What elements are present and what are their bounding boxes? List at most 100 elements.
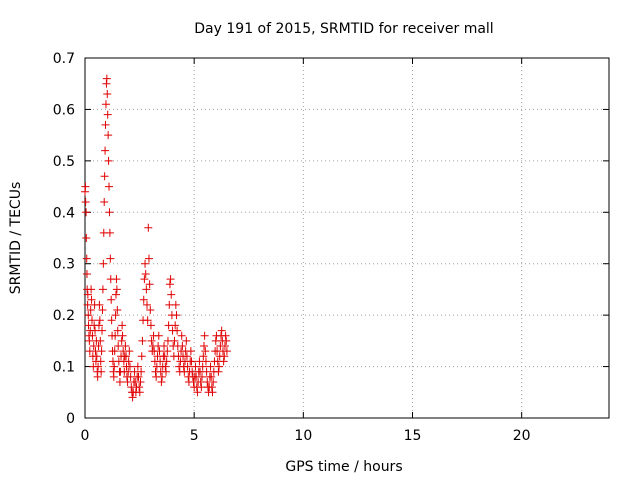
data-point <box>219 357 228 366</box>
data-point <box>98 306 107 314</box>
data-point <box>83 290 92 299</box>
data-point <box>91 326 100 335</box>
data-point <box>198 372 207 381</box>
data-point <box>135 388 144 397</box>
data-point <box>105 228 114 237</box>
x-tick-label: 20 <box>513 428 531 444</box>
y-tick-label: 0.3 <box>53 257 75 273</box>
x-axis-label: GPS time / hours <box>285 459 402 475</box>
data-point <box>140 275 149 284</box>
data-point <box>146 321 155 330</box>
data-point <box>114 342 123 350</box>
data-point <box>96 336 105 345</box>
data-point <box>158 372 167 381</box>
data-point <box>178 342 187 350</box>
y-axis-label: SRMTID / TECUs <box>8 182 24 295</box>
data-point <box>94 342 103 350</box>
data-point <box>118 321 127 330</box>
y-tick-label: 0.5 <box>53 154 75 170</box>
data-point <box>105 182 114 191</box>
data-point <box>112 285 121 294</box>
data-point <box>214 367 223 376</box>
data-point <box>201 357 210 366</box>
data-point <box>112 290 121 299</box>
data-point <box>100 172 109 181</box>
y-tick-label: 0 <box>66 411 75 427</box>
data-point <box>208 388 217 397</box>
data-point <box>161 362 170 371</box>
data-point <box>199 352 208 361</box>
data-point <box>101 120 110 129</box>
data-point <box>124 357 133 366</box>
data-point <box>82 208 91 217</box>
data-point <box>137 367 146 376</box>
data-point <box>134 372 143 381</box>
data-point <box>145 280 154 289</box>
data-point <box>172 311 181 320</box>
x-tick-label: 15 <box>404 428 422 444</box>
data-point <box>171 321 180 330</box>
data-point <box>107 295 116 304</box>
data-point <box>103 110 112 119</box>
data-point <box>112 275 121 284</box>
data-point <box>221 331 230 340</box>
data-point <box>110 347 119 356</box>
data-point <box>165 280 174 289</box>
y-tick-label: 0.7 <box>53 51 75 67</box>
data-point <box>201 347 210 356</box>
data-point <box>155 347 164 356</box>
data-point <box>107 316 116 325</box>
data-point <box>139 295 148 304</box>
data-point <box>102 74 111 83</box>
data-point <box>160 342 169 350</box>
data-point <box>85 336 94 345</box>
data-point <box>135 383 144 392</box>
data-point <box>113 306 122 314</box>
data-point <box>81 198 90 206</box>
data-points <box>81 74 231 402</box>
data-point <box>109 372 118 381</box>
y-tick-label: 0.4 <box>53 205 75 221</box>
data-point <box>171 300 180 309</box>
plot-frame <box>84 57 610 419</box>
data-point <box>170 336 179 345</box>
data-point <box>142 285 151 294</box>
data-point <box>141 270 150 278</box>
data-point <box>96 357 105 366</box>
data-point <box>200 331 209 340</box>
data-point <box>207 372 216 381</box>
data-point <box>122 352 131 361</box>
data-point <box>143 316 152 325</box>
data-point <box>104 156 113 165</box>
data-point <box>173 326 182 335</box>
data-point <box>160 352 169 361</box>
data-point <box>136 378 145 386</box>
data-point <box>93 372 102 381</box>
data-point <box>87 285 96 294</box>
data-point <box>94 362 103 371</box>
data-point <box>137 352 146 361</box>
data-point <box>187 357 196 366</box>
x-tick-label: 5 <box>190 428 199 444</box>
data-point <box>98 326 107 335</box>
data-point <box>183 362 192 371</box>
y-tick-label: 0.6 <box>53 102 75 118</box>
data-point <box>94 321 103 330</box>
data-point <box>144 223 153 232</box>
data-point <box>95 300 104 309</box>
data-point <box>121 342 130 350</box>
data-point <box>147 336 156 345</box>
data-point <box>87 295 96 304</box>
data-point <box>117 336 126 345</box>
data-point <box>182 336 191 345</box>
data-point <box>83 300 92 309</box>
data-point <box>146 306 155 314</box>
data-point <box>141 259 150 268</box>
data-point <box>157 378 166 386</box>
data-point <box>88 331 97 340</box>
data-point <box>182 352 191 361</box>
data-point <box>106 254 115 263</box>
data-point <box>220 352 229 361</box>
data-point <box>125 347 134 356</box>
data-point <box>133 362 142 371</box>
